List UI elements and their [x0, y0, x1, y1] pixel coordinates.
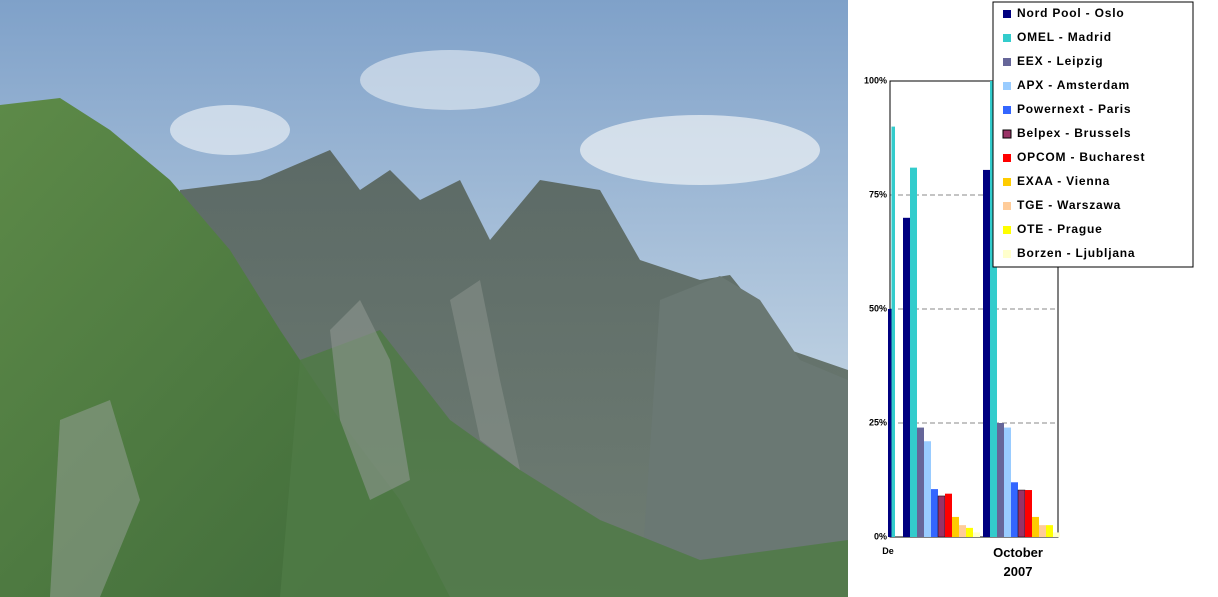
bar [945, 494, 952, 537]
legend-swatch [1003, 106, 1011, 114]
legend-swatch [1003, 226, 1011, 234]
legend-swatch [1003, 250, 1011, 258]
x-tick-label: De [878, 542, 898, 561]
legend-label: OPCOM - Bucharest [1017, 150, 1145, 164]
y-tick-label: 0% [874, 531, 887, 541]
legend-swatch [1003, 34, 1011, 42]
bar [1046, 525, 1053, 537]
legend-swatch [1003, 82, 1011, 90]
legend-swatch [1003, 202, 1011, 210]
bar [1004, 428, 1011, 537]
legend-label: Powernext - Paris [1017, 102, 1131, 116]
bar [917, 428, 924, 537]
bar [1025, 490, 1032, 537]
bar [966, 528, 973, 537]
legend-label: OTE - Prague [1017, 222, 1103, 236]
legend-swatch [1003, 10, 1011, 18]
bar [973, 532, 980, 537]
bar [924, 441, 931, 537]
legend-swatch [1003, 178, 1011, 186]
bar [892, 127, 896, 537]
bar [888, 309, 892, 537]
legend-label: TGE - Warszawa [1017, 198, 1121, 212]
y-tick-label: 100% [864, 75, 887, 85]
legend-label: Borzen - Ljubljana [1017, 246, 1135, 260]
chart: 0% 25% 50% 75% 100% Nord Pool - Oslo OMEL - Ma… [848, 0, 1218, 597]
bar [1039, 525, 1046, 537]
legend-label: EEX - Leipzig [1017, 54, 1103, 68]
legend-label: Belpex - Brussels [1017, 126, 1131, 140]
bar [1018, 490, 1025, 537]
screen: 0% 25% 50% 75% 100% Nord Pool - Oslo OMEL - Ma… [0, 0, 1218, 597]
y-tick-label: 25% [869, 417, 887, 427]
legend-swatch [1003, 154, 1011, 162]
mountain-photo [0, 0, 848, 597]
bar [1053, 532, 1060, 537]
y-tick-label: 50% [869, 303, 887, 313]
legend-label: OMEL - Madrid [1017, 30, 1112, 44]
legend-label: EXAA - Vienna [1017, 174, 1110, 188]
legend-swatch [1003, 58, 1011, 66]
x-tick-label: October 2007 [978, 543, 1058, 581]
bar [910, 168, 917, 537]
bar [952, 517, 959, 537]
bar [959, 525, 966, 537]
bar [938, 496, 945, 537]
legend-swatch [1003, 130, 1011, 138]
bar [1032, 517, 1039, 537]
bar [997, 423, 1004, 537]
legend-label: Nord Pool - Oslo [1017, 6, 1124, 20]
bar [1011, 482, 1018, 537]
bar [983, 170, 990, 537]
bar [903, 218, 910, 537]
bar [931, 489, 938, 537]
y-tick-label: 75% [869, 189, 887, 199]
legend-label: APX - Amsterdam [1017, 78, 1130, 92]
